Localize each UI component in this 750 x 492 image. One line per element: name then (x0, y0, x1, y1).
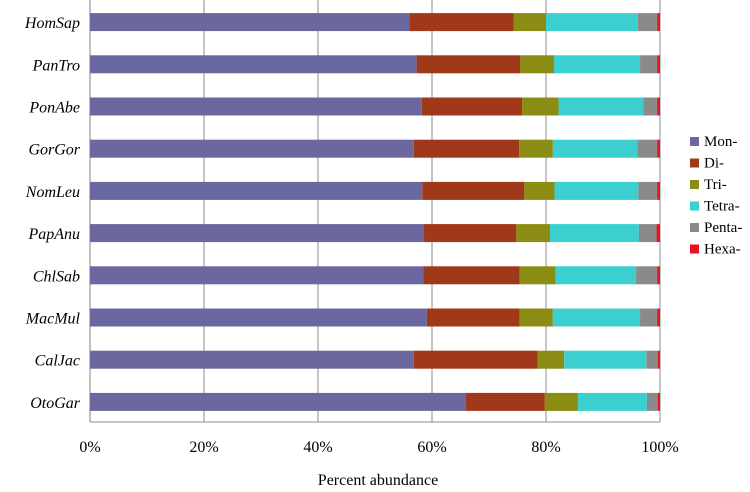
x-tick-label: 100% (641, 439, 678, 456)
bar-segment-tri (522, 97, 559, 116)
bar-segment-mon (90, 13, 410, 32)
category-label: HomSap (24, 15, 80, 32)
bar-segment-di (413, 139, 520, 158)
category-label: PapAnu (27, 226, 80, 243)
legend-swatch (690, 223, 699, 232)
x-tick-label: 20% (189, 439, 218, 456)
bar-segment-hexa (657, 266, 660, 285)
bar-segment-di (409, 13, 514, 32)
x-tick-label: 40% (303, 439, 332, 456)
bar-segment-penta (638, 181, 658, 200)
x-tick-labels: 0% 20% 40% 60% 80% 100% (79, 439, 678, 456)
bar-segment-tri (519, 139, 553, 158)
bar-segment-hexa (657, 392, 660, 411)
legend-label: Penta- (704, 220, 742, 236)
bar-segment-penta (646, 392, 658, 411)
legend-label: Tri- (704, 177, 727, 193)
bar-segment-di (465, 392, 545, 411)
legend-label: Di- (704, 156, 724, 172)
bar-segment-penta (636, 266, 658, 285)
category-label: GorGor (28, 142, 80, 159)
x-axis-title: Percent abundance (318, 472, 438, 489)
bar-segment-mon (90, 55, 417, 74)
bar-segment-di (424, 224, 517, 243)
legend-label: Mon- (704, 134, 737, 150)
legend-label: Hexa- (704, 242, 741, 258)
bar-segment-tri (544, 392, 578, 411)
category-label: NomLeu (25, 184, 80, 201)
bar-segment-tetra (546, 13, 638, 32)
category-label: OtoGar (30, 395, 81, 412)
legend-swatch (690, 180, 699, 189)
bar-segment-hexa (657, 13, 660, 32)
x-tick-label: 80% (531, 439, 560, 456)
bar-segment-tetra (564, 350, 647, 369)
bar-segment-tetra (577, 392, 647, 411)
bar-segment-tetra (555, 266, 637, 285)
bar-segment-tetra (552, 308, 641, 327)
bar-segment-tri (519, 266, 556, 285)
bar-segment-mon (90, 392, 466, 411)
category-label: PonAbe (28, 100, 80, 117)
bar-segment-tri (537, 350, 565, 369)
category-label: CalJac (35, 353, 80, 370)
bar-segment-tri (519, 308, 553, 327)
legend-swatch (690, 244, 699, 254)
bar-segment-hexa (657, 350, 660, 369)
x-tick-label: 60% (417, 439, 446, 456)
legend-swatch (690, 158, 699, 168)
bar-segment-hexa (657, 55, 660, 74)
legend-swatch (690, 201, 699, 211)
bar-segment-hexa (657, 139, 660, 158)
bar-segment-hexa (657, 308, 660, 327)
bars (90, 13, 660, 411)
legend: Mon- Di- Tri- Tetra- Penta- Hexa- (690, 134, 742, 258)
x-tick-label: 0% (79, 439, 100, 456)
bar-segment-di (426, 308, 520, 327)
category-label: PanTro (32, 57, 80, 74)
bar-segment-mon (90, 308, 427, 327)
bar-segment-di (416, 55, 521, 74)
bar-segment-penta (637, 139, 658, 158)
bar-segment-penta (638, 224, 657, 243)
bar-segment-hexa (657, 181, 660, 200)
bar-segment-di (413, 350, 538, 369)
bar-segment-di (423, 266, 520, 285)
bar-segment-tetra (553, 55, 641, 74)
bar-segment-mon (90, 97, 422, 116)
legend-label: Tetra- (704, 199, 740, 215)
bar-segment-tri (524, 181, 555, 200)
bar-segment-penta (646, 350, 658, 369)
bar-segment-tetra (549, 224, 639, 243)
bar-segment-hexa (657, 97, 660, 116)
category-labels: HomSap PanTro PonAbe GorGor NomLeu PapAnu ChlS… (24, 15, 81, 412)
bar-segment-penta (640, 308, 658, 327)
bar-segment-tetra (552, 139, 638, 158)
bar-segment-mon (90, 181, 423, 200)
bar-segment-penta (637, 13, 658, 32)
category-label: MacMul (25, 311, 81, 328)
bar-segment-mon (90, 266, 424, 285)
bar-segment-tri (520, 55, 554, 74)
bar-segment-mon (90, 350, 414, 369)
bar-segment-penta (643, 97, 658, 116)
legend-swatch (690, 137, 699, 146)
bar-segment-tri (513, 13, 546, 32)
bar-segment-di (421, 97, 523, 116)
category-label: ChlSab (33, 268, 80, 285)
bar-segment-mon (90, 139, 414, 158)
bar-segment-di (422, 181, 525, 200)
bar-segment-tetra (554, 181, 639, 200)
bar-segment-penta (640, 55, 658, 74)
bar-segment-tetra (558, 97, 644, 116)
bar-segment-tri (516, 224, 550, 243)
bar-segment-mon (90, 224, 425, 243)
bar-segment-hexa (656, 224, 660, 243)
